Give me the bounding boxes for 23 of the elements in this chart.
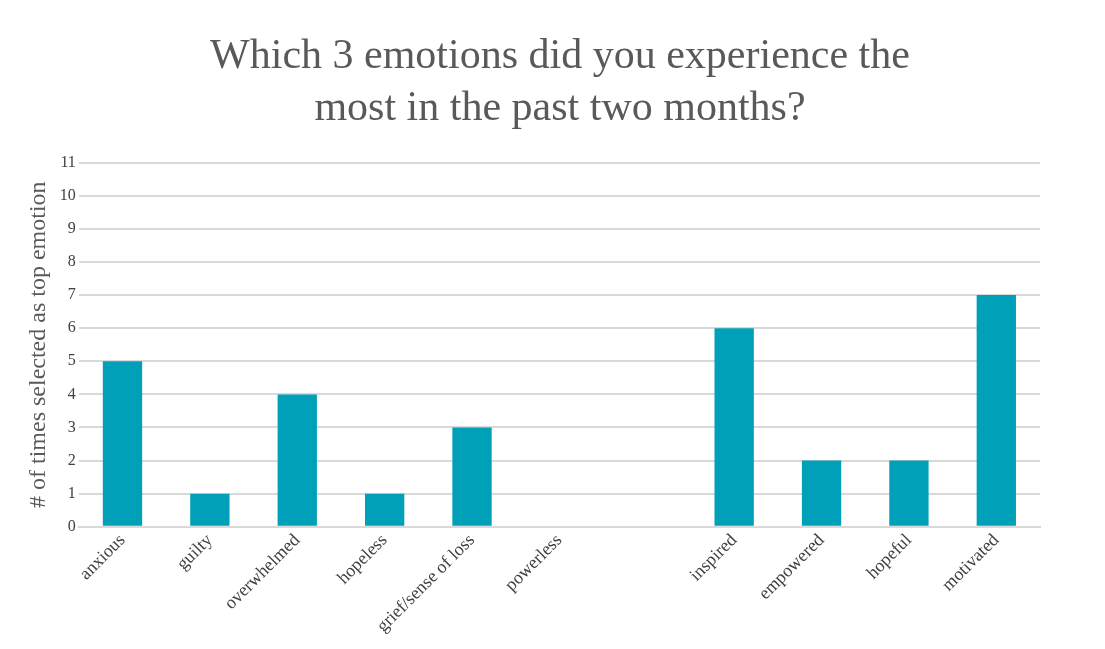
- bar: [801, 460, 842, 526]
- y-tick-label: 1: [67, 483, 76, 501]
- y-tick-label: 4: [67, 384, 76, 402]
- y-axis-title: # of times selected as top emotion: [23, 181, 50, 509]
- y-tick-label: 7: [67, 285, 76, 303]
- chart-title: Which 3 emotions did you experience the most in the past two months?: [209, 30, 911, 131]
- bar: [102, 361, 143, 526]
- y-tick-label: 0: [67, 517, 76, 535]
- y-tick-label: 9: [67, 219, 76, 237]
- y-tick-label: 10: [59, 185, 76, 203]
- y-tick-label: 6: [67, 318, 76, 336]
- bar: [190, 493, 230, 526]
- bar: [889, 460, 929, 526]
- y-tick-label: 5: [67, 351, 76, 369]
- bar: [277, 394, 317, 526]
- y-tick-label: 2: [67, 450, 76, 468]
- bar: [364, 493, 405, 526]
- bar: [452, 427, 492, 526]
- bar: [976, 295, 1016, 526]
- bar: [714, 328, 754, 526]
- y-tick-label: 3: [67, 417, 76, 435]
- y-tick-label: 8: [67, 252, 76, 270]
- y-tick-label: 11: [60, 152, 76, 170]
